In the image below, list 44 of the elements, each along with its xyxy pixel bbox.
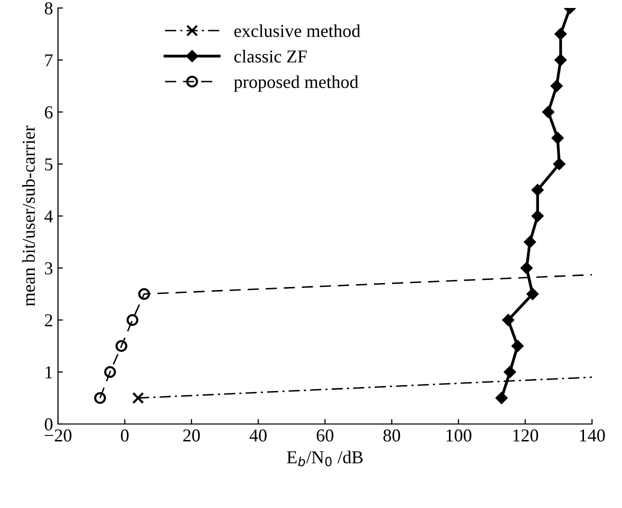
point [524,236,536,248]
legend-label: classic ZF [234,50,307,63]
point [138,288,150,300]
point [504,366,516,378]
x-tick-label: 20 [183,429,200,442]
x-tick-label: 140 [580,429,605,442]
x-tick-label: 100 [446,429,472,442]
y-tick-label: 7 [45,54,53,66]
point [126,314,138,326]
x-tick-label: −20 [44,429,72,442]
point [116,340,128,352]
point [512,340,524,352]
point [526,288,539,300]
x-tick-label: 40 [250,429,267,442]
point [553,158,566,170]
point [520,262,533,274]
point [554,54,567,66]
x-tick-label: 60 [316,429,334,442]
y-tick-label: 1 [46,366,52,378]
y-tick-label: 3 [44,262,52,274]
x-tick-label: 0 [120,429,129,442]
point [550,80,563,92]
point [496,392,508,404]
y-tick-label: 4 [44,210,53,222]
point [502,314,514,326]
point [532,210,544,222]
point [552,132,564,144]
point [532,184,544,196]
y-tick-label: 2 [44,314,52,326]
y-axis-title: mean bit/user/sub-carrier [22,126,35,306]
y-tick-label: 5 [45,158,52,170]
legend-label: exclusive method [234,24,360,38]
x-tick-label: 80 [383,429,400,442]
legend-label: proposed method [234,75,358,92]
point [104,366,116,378]
point [94,392,106,404]
y-tick-label: 0 [44,418,52,430]
y-tick-label: 6 [44,106,53,118]
point [542,106,554,118]
x-tick-label: 120 [513,429,538,442]
point [554,28,567,40]
y-tick-label: 8 [44,2,52,14]
point [132,392,144,404]
x-axis-title: E$_{b}$/N$_{0}$ /dB [286,450,363,466]
